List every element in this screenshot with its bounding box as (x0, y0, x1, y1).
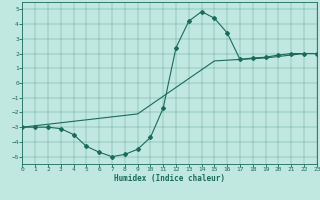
X-axis label: Humidex (Indice chaleur): Humidex (Indice chaleur) (114, 174, 225, 183)
